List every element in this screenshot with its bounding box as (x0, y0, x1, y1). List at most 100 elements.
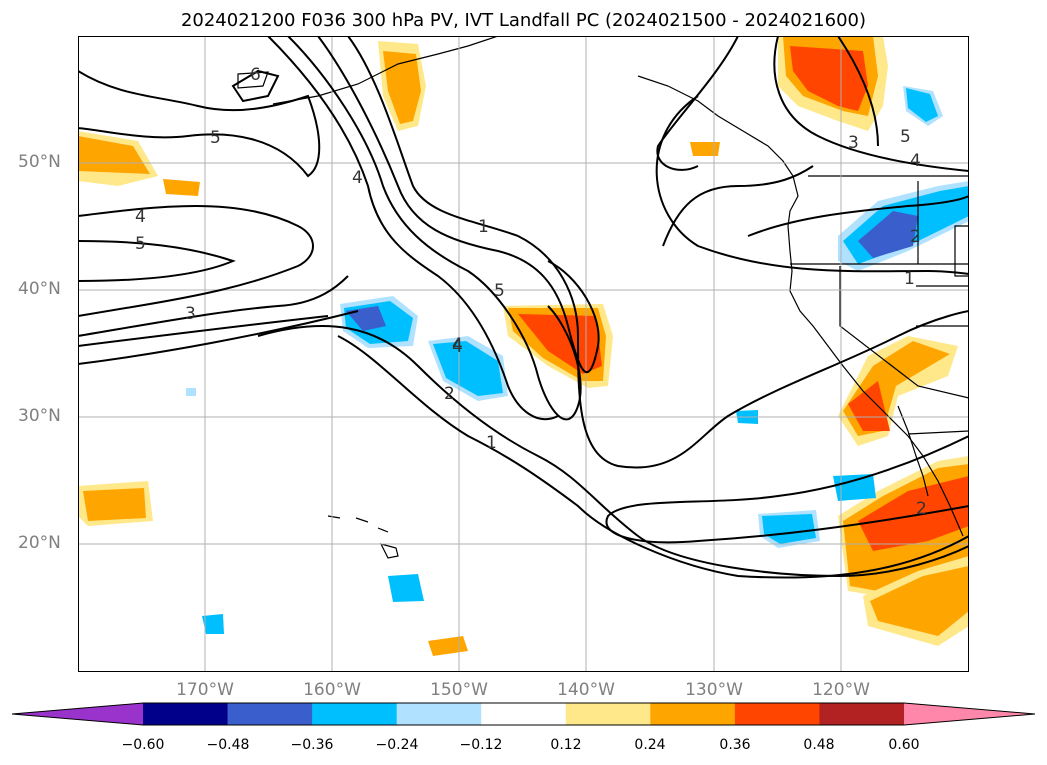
pv-contour-1 (347, 36, 969, 469)
pv-label: 1 (478, 217, 489, 237)
pv-label: 4 (135, 207, 146, 227)
colorbar-tick-label: 0.24 (634, 737, 666, 753)
colorbar-tick-label: 0.12 (550, 737, 582, 753)
border-states (790, 181, 969, 399)
lon-label-170w: 170°W (176, 680, 234, 700)
pv-contour-trough-c (317, 36, 600, 373)
ivt-blob-neg-150w-core (433, 341, 503, 396)
colorbar-tick-label: −0.36 (290, 737, 334, 753)
pv-label: 1 (904, 269, 915, 289)
colorbar-segment (819, 703, 905, 725)
pv-contour-3 (78, 275, 349, 337)
pv-contour-inner-a (78, 315, 329, 347)
pv-label: 2 (910, 227, 921, 247)
pv-contour-4-upper-right (773, 36, 969, 172)
ivt-blob-neg-dateline (186, 388, 196, 396)
pv-contour-2-south (257, 325, 969, 578)
pv-contour-6 (231, 69, 280, 103)
border-us-mexico (907, 430, 969, 435)
lon-label-160w: 160°W (303, 680, 361, 700)
map-border (78, 36, 969, 672)
ivt-blob-central-pacific-peak (518, 314, 602, 374)
pv-label: 3 (185, 304, 196, 324)
colorbar-segment (143, 703, 229, 725)
colorbar-tick-label: 0.48 (803, 737, 835, 753)
pv-contour-inner-b (78, 310, 359, 365)
colorbar-segment (734, 703, 820, 725)
map-canvas: 6 5 4 5 4 3 4 1 5 4 2 1 3 5 4 2 1 2 (78, 36, 969, 672)
pv-contour-5-west (78, 240, 236, 282)
pv-label: 1 (486, 433, 497, 453)
ivt-blob-dateline-north-core (78, 136, 150, 174)
pv-label: 3 (848, 133, 859, 153)
ivt-blob-small-north (690, 142, 720, 156)
pv-contour-trough-b (287, 36, 582, 421)
pv-contour-5-north (78, 70, 321, 178)
colorbar-extend-high (904, 703, 1035, 725)
colorbar-tick-label: 0.60 (888, 737, 920, 753)
colorbar-extend-low (12, 703, 143, 725)
ivt-blob-california-peak (848, 381, 890, 431)
map-panel: 6 5 4 5 4 3 4 1 5 4 2 1 3 5 4 2 1 2 (78, 36, 969, 672)
colorbar-segments (12, 703, 1035, 725)
pv-label: 4 (910, 151, 921, 171)
coastline-us-west (787, 225, 964, 537)
map-background (78, 36, 969, 672)
pv-contour-3-upper-right (837, 36, 879, 147)
lon-label-120w: 120°W (812, 680, 870, 700)
pv-contour-2-right (747, 195, 969, 237)
pv-label: 6 (250, 65, 261, 85)
lat-label-30n: 30°N (18, 406, 61, 426)
colorbar-tick-label: −0.24 (375, 737, 419, 753)
pv-label: 5 (135, 234, 146, 254)
pv-contour-1-south (337, 335, 969, 579)
ivt-blob-neg-125w (833, 474, 876, 501)
pv-contour-1-right (662, 165, 814, 247)
pv-label: 4 (452, 335, 463, 355)
ivt-blob-west-20n-core (83, 488, 146, 521)
lon-label-140w: 140°W (557, 680, 615, 700)
pv-label: 5 (210, 128, 221, 148)
pv-label: 5 (494, 281, 505, 301)
pv-contours (78, 36, 969, 579)
colorbar-segment (481, 703, 567, 725)
lat-label-20n: 20°N (18, 533, 61, 553)
ivt-blob-westcoast-north-peak (790, 46, 868, 111)
pv-label: 4 (452, 337, 463, 357)
pv-label: 2 (916, 499, 927, 519)
colorbar-tick-label: −0.60 (121, 737, 165, 753)
lat-label-40n: 40°N (18, 279, 61, 299)
pv-label: 5 (900, 127, 911, 147)
colorbar-tick-label: −0.12 (459, 737, 503, 753)
coastline-bc-canada (637, 75, 799, 227)
colorbar-tick-label: −0.48 (206, 737, 250, 753)
lat-label-50n: 50°N (18, 152, 61, 172)
pv-contour-label-group: 6 5 4 5 4 3 4 1 5 4 2 1 3 5 4 2 1 2 (135, 65, 927, 519)
island-hawaii (327, 515, 399, 559)
ivt-blob-hawaii-south (428, 636, 468, 656)
pv-contour-4-west (78, 205, 314, 317)
colorbar-outline (11, 702, 1036, 726)
lon-label-130w: 130°W (685, 680, 743, 700)
pv-contour-4-trough (267, 36, 559, 421)
ivt-blob-gulf-alaska-core (383, 51, 421, 124)
ivt-blob-neg-hawaii (388, 574, 424, 602)
ivt-blob-neg-interior-peak (858, 211, 918, 258)
pv-contour-loop-south (605, 435, 969, 544)
ivt-blob-dateline-small (163, 179, 200, 196)
colorbar-segment (650, 703, 736, 725)
coastline-baja (897, 405, 929, 497)
pv-label: 2 (444, 384, 455, 404)
map-title: 2024021200 F036 300 hPa PV, IVT Landfall… (180, 10, 867, 31)
colorbar-segment (565, 703, 651, 725)
colorbar-segment (396, 703, 482, 725)
coastlines (237, 36, 969, 559)
ivt-blob-mexico-south-core (870, 566, 969, 636)
colorbar-tick-label: 0.36 (719, 737, 751, 753)
ivt-blob-neg-135w-core (762, 514, 816, 544)
colorbar-segment (312, 703, 398, 725)
lon-label-150w: 150°W (430, 680, 488, 700)
ivt-blob-baja-peak (858, 476, 969, 551)
pv-contour-1-mid (655, 95, 969, 275)
pv-label: 4 (352, 168, 363, 188)
